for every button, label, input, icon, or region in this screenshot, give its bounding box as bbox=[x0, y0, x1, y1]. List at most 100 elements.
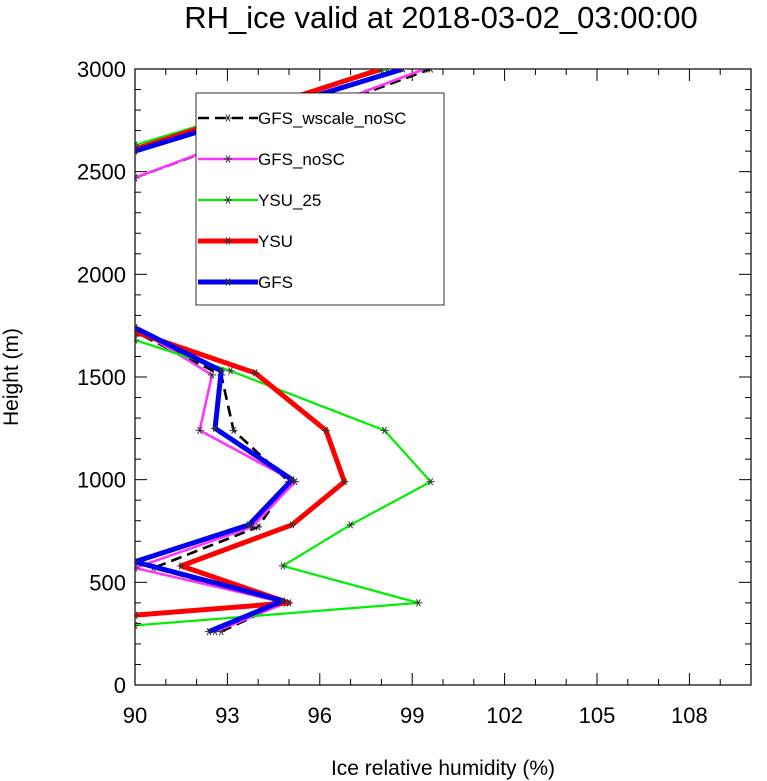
marker-stroke bbox=[252, 369, 258, 377]
data-point-ysu bbox=[285, 599, 293, 607]
series-line-gfs-nosc bbox=[135, 326, 297, 633]
marker-stroke bbox=[323, 426, 329, 435]
marker-stroke bbox=[280, 597, 286, 605]
data-point-ysu-25 bbox=[414, 599, 423, 607]
data-point-ysu bbox=[251, 369, 260, 377]
marker-stroke bbox=[380, 69, 384, 73]
data-point-gfs bbox=[204, 627, 213, 636]
legend-marker-ysu bbox=[224, 237, 232, 245]
data-point-ysu-25 bbox=[278, 562, 287, 570]
marker-stroke bbox=[178, 562, 184, 570]
marker-stroke bbox=[197, 426, 203, 435]
marker-stroke bbox=[135, 141, 138, 146]
marker-stroke bbox=[135, 558, 138, 563]
series-line-ysu-25 bbox=[135, 338, 432, 627]
marker-stroke bbox=[289, 475, 295, 484]
marker-stroke bbox=[135, 145, 138, 151]
x-tick-label: 108 bbox=[671, 703, 708, 728]
legend-label-gfs-wscale-nosc: GFS_wscale_noSC bbox=[258, 109, 406, 128]
marker-stroke bbox=[135, 326, 138, 332]
data-point-gfs bbox=[135, 324, 139, 332]
data-point-gfs bbox=[288, 475, 297, 484]
marker-stroke bbox=[292, 478, 298, 486]
marker-stroke bbox=[135, 611, 138, 617]
marker-stroke bbox=[135, 564, 138, 569]
marker-stroke bbox=[225, 237, 231, 245]
data-point-gfs bbox=[135, 147, 139, 155]
series-line-gfs bbox=[135, 325, 295, 634]
legend-marker-gfs-wscale-nosc bbox=[224, 114, 232, 122]
data-point-gfs bbox=[278, 597, 287, 605]
marker-stroke bbox=[135, 330, 138, 336]
y-tick-label: 2500 bbox=[77, 160, 126, 185]
marker-stroke bbox=[135, 174, 138, 179]
marker-stroke bbox=[218, 367, 224, 375]
legend-marker-gfs-nosc bbox=[224, 155, 232, 163]
data-point-gfs bbox=[217, 367, 226, 375]
x-tick-label: 90 bbox=[123, 703, 147, 728]
marker-stroke bbox=[246, 521, 252, 529]
marker-stroke bbox=[430, 69, 434, 73]
legend: GFS_wscale_noSC GFS_noSC YSU_25 YSU GFS bbox=[195, 92, 445, 306]
data-point-ysu-25 bbox=[135, 621, 139, 630]
marker-stroke bbox=[135, 560, 138, 566]
marker-stroke bbox=[135, 339, 138, 344]
y-tick-label: 0 bbox=[114, 673, 126, 698]
marker-stroke bbox=[382, 426, 387, 435]
y-tick-label: 1500 bbox=[77, 365, 126, 390]
legend-entry-gfs: GFS bbox=[198, 273, 293, 292]
data-point-gfs-wscale-nosc bbox=[426, 69, 435, 73]
marker-stroke bbox=[231, 426, 236, 435]
data-point-ysu bbox=[377, 69, 386, 73]
marker-stroke bbox=[206, 627, 212, 636]
marker-stroke bbox=[400, 69, 404, 73]
x-tick-label: 105 bbox=[579, 703, 616, 728]
x-tick-label: 96 bbox=[308, 703, 332, 728]
marker-stroke bbox=[225, 155, 231, 163]
marker-stroke bbox=[280, 562, 286, 570]
data-point-ysu bbox=[288, 521, 297, 529]
marker-stroke bbox=[209, 371, 215, 379]
marker-stroke bbox=[428, 69, 432, 73]
legend-entries: GFS_wscale_noSC GFS_noSC YSU_25 YSU GFS bbox=[198, 109, 406, 292]
marker-stroke bbox=[135, 566, 138, 572]
legend-label-ysu: YSU bbox=[258, 232, 293, 251]
marker-stroke bbox=[135, 621, 138, 627]
marker-stroke bbox=[228, 367, 233, 375]
marker-stroke bbox=[402, 69, 406, 73]
marker-stroke bbox=[135, 624, 138, 630]
marker-stroke bbox=[135, 176, 138, 182]
data-point-gfs bbox=[244, 521, 253, 529]
data-point-ysu-25 bbox=[135, 336, 139, 344]
x-tick-label: 102 bbox=[486, 703, 523, 728]
legend-marker-gfs bbox=[224, 278, 232, 286]
marker-stroke bbox=[135, 147, 138, 153]
data-point-ysu bbox=[177, 562, 186, 570]
marker-stroke bbox=[428, 478, 434, 486]
marker-stroke bbox=[225, 114, 231, 122]
marker-stroke bbox=[286, 599, 292, 607]
y-tick-label: 3000 bbox=[77, 57, 126, 82]
marker-stroke bbox=[378, 69, 382, 73]
tick-labels: 90 93 96 99 102 105 108 0 500 1000 1500 2000 2500 300… bbox=[77, 57, 708, 728]
y-tick-label: 2000 bbox=[77, 262, 126, 287]
data-point-gfs bbox=[135, 558, 139, 566]
data-point-gfs bbox=[398, 69, 407, 73]
data-point-ysu bbox=[340, 478, 349, 486]
x-tick-label: 99 bbox=[400, 703, 424, 728]
marker-stroke bbox=[255, 523, 261, 531]
data-point-ysu bbox=[321, 426, 330, 435]
legend-label-ysu-25: YSU_25 bbox=[258, 191, 321, 210]
marker-stroke bbox=[135, 324, 138, 329]
data-point-ysu bbox=[135, 611, 139, 619]
legend-entry-ysu: YSU bbox=[198, 232, 293, 251]
legend-label-gfs-nosc: GFS_noSC bbox=[258, 150, 345, 169]
marker-stroke bbox=[423, 69, 427, 73]
data-point-gfs-nosc bbox=[420, 69, 429, 73]
x-tick-label: 93 bbox=[215, 703, 239, 728]
marker-stroke bbox=[135, 614, 138, 619]
x-axis-title: Ice relative humidity (%) bbox=[331, 757, 555, 780]
data-point-gfs-nosc bbox=[195, 426, 204, 435]
marker-stroke bbox=[249, 523, 255, 531]
